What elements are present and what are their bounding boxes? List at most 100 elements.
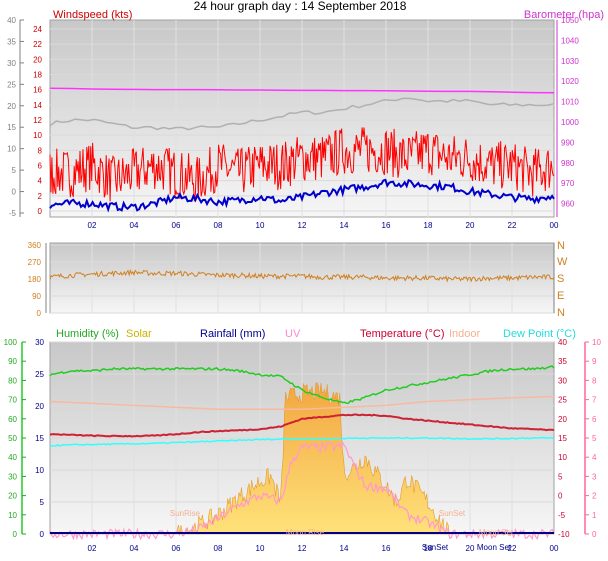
chart-title: 24 hour graph day : 14 September 2018	[194, 0, 407, 13]
baro-axis-tick: 1050	[561, 16, 579, 25]
wind-axis-tick: 18	[33, 71, 42, 80]
humidity-axis-tick: 100	[4, 338, 18, 347]
series-temperature-line	[49, 413, 555, 438]
compass-axis-tick: S	[557, 273, 564, 285]
wind-axis-tick: 16	[33, 86, 42, 95]
legend-temperature: Temperature (°C)	[360, 328, 444, 340]
humidity-axis-tick: 60	[8, 415, 17, 424]
humidity-axis-tick: 30	[8, 472, 17, 481]
left-axis-tick: 35	[7, 37, 16, 46]
annotation-label: Moon Rise	[286, 528, 325, 537]
legend-rainfall: Rainfall (mm)	[200, 328, 265, 340]
x-tick-label: 02	[88, 544, 97, 553]
temperature-axis-tick: 25	[558, 396, 567, 405]
x-tick-label: 20	[466, 544, 475, 553]
legend-solar: Solar	[126, 328, 152, 340]
temperature-axis-tick: -5	[558, 511, 566, 520]
temperature-axis-tick: 20	[558, 415, 567, 424]
x-tick-label: 16	[382, 544, 391, 553]
uv-axis-tick: 5	[592, 434, 597, 443]
x-tick-label: 10	[256, 544, 265, 553]
panel-temperature-axes: 0102030405060708090100051015202530-10-50…	[4, 338, 602, 553]
uv-axis-tick: 9	[592, 357, 597, 366]
panel-wind-series	[49, 87, 555, 213]
rain-axis-tick: 20	[35, 402, 44, 411]
humidity-axis-tick: 50	[8, 434, 17, 443]
rain-axis-tick: 30	[35, 338, 44, 347]
x-tick-label: 12	[298, 544, 307, 553]
x-tick-label: 06	[172, 221, 181, 230]
humidity-axis-tick: 40	[8, 453, 17, 462]
uv-axis-tick: 0	[592, 530, 597, 539]
left-axis-tick: 30	[7, 59, 16, 68]
x-tick-label: 22	[508, 544, 517, 553]
panel-direction-series	[49, 268, 555, 283]
baro-axis-tick: 990	[561, 138, 575, 147]
temperature-axis-tick: 40	[558, 338, 567, 347]
series-windspeed-line	[49, 127, 555, 202]
panel-temperature-annotations: SunRise Moon Rise SunSet Moon Set SunSet Moon…	[170, 509, 514, 552]
baro-axis-tick: 1030	[561, 57, 579, 66]
baro-axis-tick: 970	[561, 179, 575, 188]
x-tick-label: 18	[424, 221, 433, 230]
wind-axis-tick: 0	[38, 207, 43, 216]
wind-axis-tick: 24	[33, 25, 42, 34]
wind-axis-tick: 8	[38, 146, 43, 155]
series-wind-direction-line	[49, 268, 555, 283]
legend-barometer: Barometer (hpa)	[524, 9, 604, 21]
wind-axis-tick: 2	[38, 192, 43, 201]
series-wind-average-line	[49, 178, 555, 213]
legend-humidity: Humidity (%)	[56, 328, 119, 340]
series-humidity-line	[49, 365, 555, 404]
left-axis-tick: 15	[7, 123, 16, 132]
direction-axis-tick: 90	[32, 292, 41, 301]
wind-axis-tick: 22	[33, 40, 42, 49]
series-wind-high-line	[49, 97, 555, 131]
uv-axis-tick: 6	[592, 415, 597, 424]
x-tick-label: 16	[382, 221, 391, 230]
humidity-axis-tick: 80	[8, 376, 17, 385]
uv-axis-tick: 7	[592, 396, 597, 405]
baro-axis-tick: 1020	[561, 77, 579, 86]
baro-axis-tick: 1010	[561, 98, 579, 107]
humidity-axis-tick: 20	[8, 492, 17, 501]
uv-axis-tick: 3	[592, 472, 597, 481]
humidity-axis-tick: 70	[8, 396, 17, 405]
x-tick-label: 02	[88, 221, 97, 230]
baro-axis-tick: 1000	[561, 118, 579, 127]
humidity-axis-tick: 10	[8, 511, 17, 520]
compass-axis-tick: E	[557, 290, 564, 302]
left-axis-tick: 25	[7, 80, 16, 89]
temperature-axis-tick: 5	[558, 472, 563, 481]
annotation-label: SunSet	[439, 509, 466, 518]
baro-axis-tick: 1040	[561, 36, 579, 45]
compass-axis-tick: N	[557, 240, 565, 252]
annotation-label: Moon Set	[479, 528, 514, 537]
legend-indoor: Indoor	[449, 328, 481, 340]
compass-axis-tick: N	[557, 307, 565, 319]
legend-windspeed: Windspeed (kts)	[53, 9, 132, 21]
rain-axis-tick: 10	[35, 466, 44, 475]
left-axis-tick: 5	[12, 166, 17, 175]
x-tick-label: 00	[550, 544, 559, 553]
wind-axis-tick: 6	[38, 162, 43, 171]
x-tick-label: 18	[424, 544, 433, 553]
direction-axis-tick: 0	[37, 309, 42, 318]
uv-axis-tick: 2	[592, 492, 597, 501]
annotation-label: Moon Set	[477, 543, 512, 552]
temperature-axis-tick: 15	[558, 434, 567, 443]
left-axis-tick: 0	[12, 188, 17, 197]
x-tick-label: 12	[298, 221, 307, 230]
series-dewpoint-line	[49, 436, 555, 447]
x-tick-label: 00	[550, 221, 559, 230]
x-tick-label: 04	[130, 544, 139, 553]
temperature-axis-tick: -10	[558, 530, 570, 539]
direction-axis-tick: 180	[28, 275, 42, 284]
temperature-axis-tick: 10	[558, 453, 567, 462]
humidity-axis-tick: 90	[8, 357, 17, 366]
direction-axis-tick: 360	[28, 241, 42, 250]
series-barometer-line	[49, 87, 555, 94]
uv-axis-tick: 4	[592, 453, 597, 462]
